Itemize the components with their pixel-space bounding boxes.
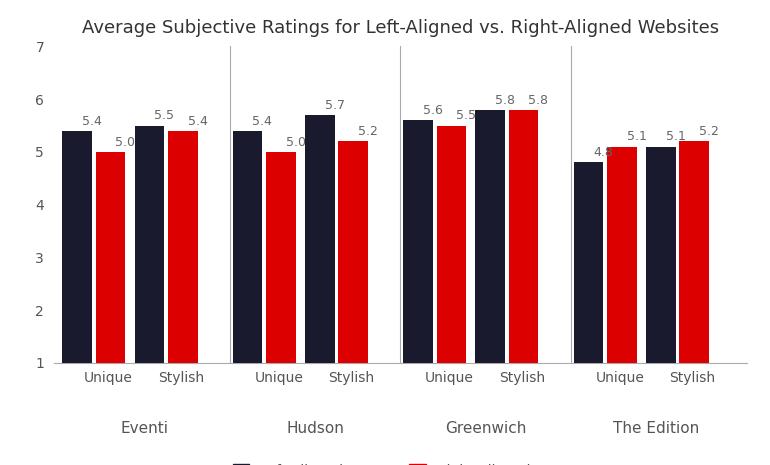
Text: 5.4: 5.4 [82,115,102,128]
Bar [135,126,164,363]
Bar [679,141,709,363]
Bar [305,115,335,363]
Bar [607,146,637,363]
Text: 5.4: 5.4 [188,115,207,128]
Text: 5.5: 5.5 [154,109,174,122]
Bar [266,152,296,363]
Text: 5.0: 5.0 [286,136,306,149]
Bar [509,110,538,363]
Text: 5.4: 5.4 [253,115,273,128]
Text: 5.7: 5.7 [325,99,345,112]
Title: Average Subjective Ratings for Left-Aligned vs. Right-Aligned Websites: Average Subjective Ratings for Left-Alig… [82,19,719,37]
Text: 5.2: 5.2 [699,125,719,138]
Text: Hudson: Hudson [286,421,344,436]
Text: 5.8: 5.8 [528,93,548,106]
Bar [338,141,368,363]
Bar [168,131,197,363]
Text: 5.8: 5.8 [495,93,515,106]
Bar [233,131,263,363]
Text: 4.8: 4.8 [594,146,613,159]
Bar [475,110,505,363]
Bar [646,146,675,363]
Text: 5.2: 5.2 [358,125,378,138]
Bar [95,152,126,363]
Bar [574,162,604,363]
Text: 5.5: 5.5 [456,109,476,122]
Legend: Left-Aligned Logo, Right-Aligned Logo: Left-Aligned Logo, Right-Aligned Logo [227,458,574,465]
Text: Greenwich: Greenwich [445,421,527,436]
Text: The Edition: The Edition [613,421,699,436]
Bar [437,126,466,363]
Bar [403,120,433,363]
Bar [62,131,92,363]
Text: Eventi: Eventi [121,421,169,436]
Text: 5.1: 5.1 [627,131,647,144]
Text: 5.1: 5.1 [665,131,685,144]
Text: 5.0: 5.0 [116,136,136,149]
Text: 5.6: 5.6 [423,104,443,117]
